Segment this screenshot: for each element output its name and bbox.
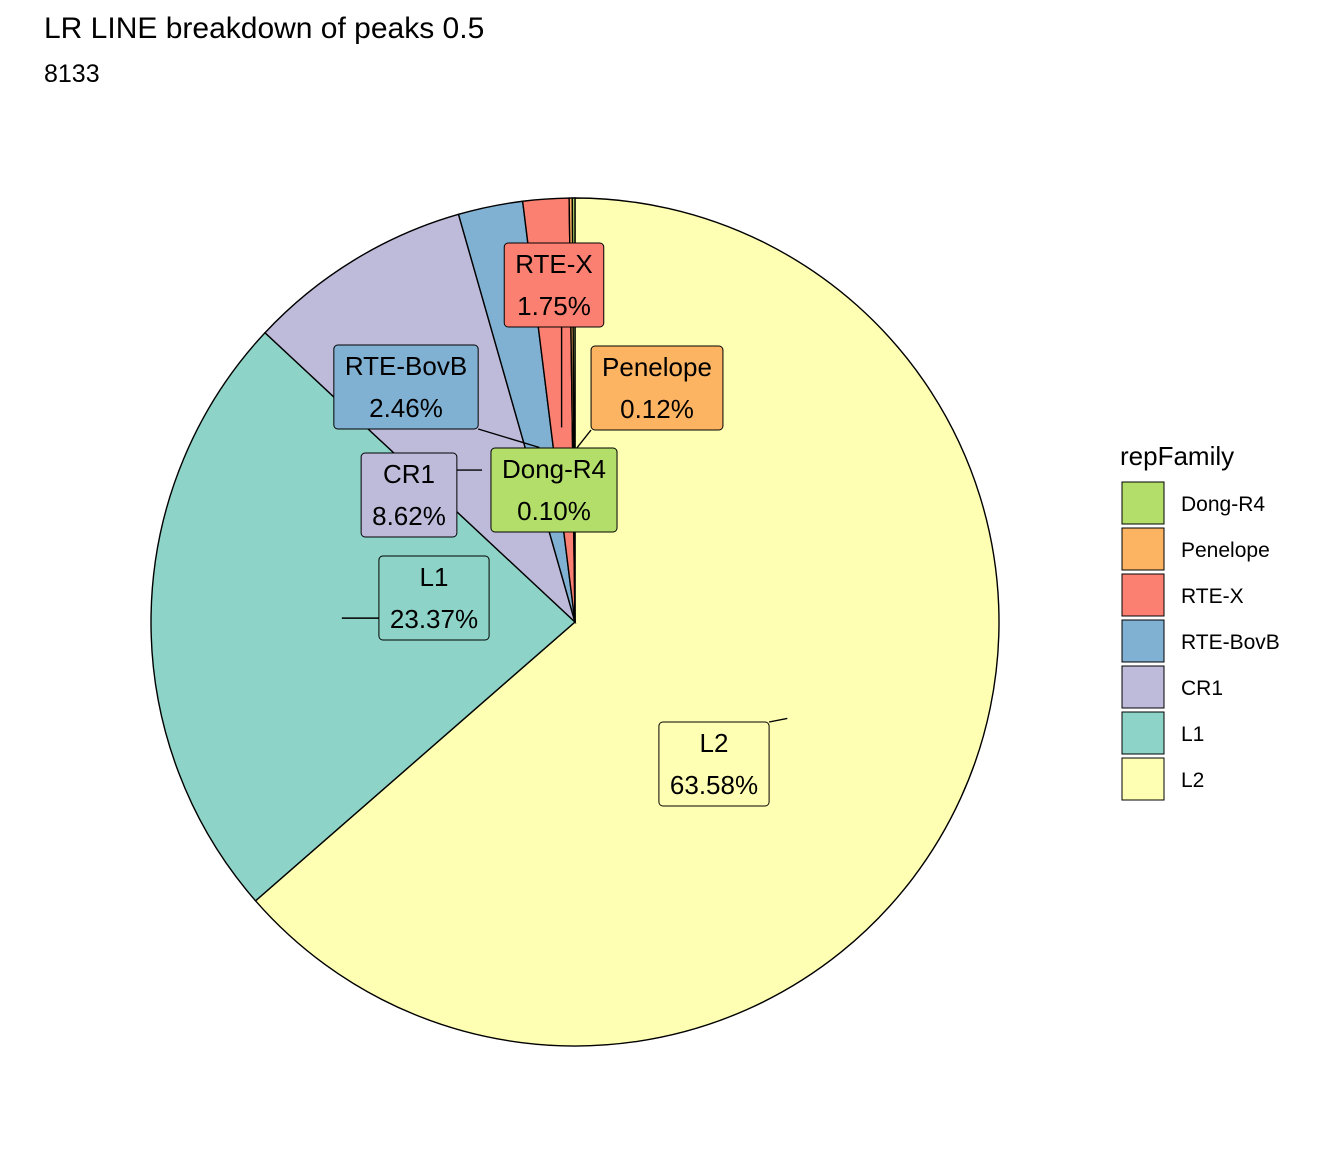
slice-label-box <box>490 447 618 533</box>
legend: repFamily Dong-R4 Penelope RTE-X RTE-BovB CR… <box>1120 441 1280 801</box>
legend-swatch <box>1121 573 1165 617</box>
legend-swatch <box>1121 619 1165 663</box>
slice-label-box <box>378 555 490 641</box>
slice-label-dong-r4: Dong-R4 0.10% <box>490 447 618 533</box>
slice-label-percent: 63.58% <box>670 770 758 800</box>
slice-label-l1: L1 23.37% <box>378 555 490 641</box>
leader-line-l2 <box>768 717 788 723</box>
slice-label-percent: 23.37% <box>390 604 478 634</box>
legend-item-cr1: CR1 <box>1121 665 1223 709</box>
slice-label-percent: 0.10% <box>517 496 591 526</box>
legend-item-dong-r4: Dong-R4 <box>1121 481 1265 525</box>
chart-title: LR LINE breakdown of peaks 0.5 <box>44 12 485 45</box>
legend-item-rte-x: RTE-X <box>1121 573 1244 617</box>
pie-slice-l1 <box>150 331 577 902</box>
slice-label-box <box>333 344 479 430</box>
slice-labels: L263.58%L123.37%CR18.62%RTE-BovB2.46%RTE… <box>333 242 770 807</box>
slice-label-name: Dong-R4 <box>502 454 606 484</box>
legend-item-l1: L1 <box>1121 711 1204 755</box>
legend-swatch <box>1121 711 1165 755</box>
slice-label-cr1: CR1 8.62% <box>360 452 458 538</box>
legend-label: Dong-R4 <box>1181 493 1265 516</box>
legend-label: RTE-BovB <box>1181 631 1280 654</box>
slice-label-percent: 2.46% <box>369 393 443 423</box>
legend-swatch <box>1121 757 1165 801</box>
slice-label-box <box>590 345 724 431</box>
slice-label-box <box>503 242 605 328</box>
slice-label-percent: 1.75% <box>517 291 591 321</box>
leader-line-rte-bovb <box>477 428 540 449</box>
legend-label: Penelope <box>1181 539 1270 562</box>
legend-item-rte-bovb: RTE-BovB <box>1121 619 1280 663</box>
slice-label-name: RTE-BovB <box>345 351 467 381</box>
slice-label-name: Penelope <box>602 352 712 382</box>
legend-item-penelope: Penelope <box>1121 527 1270 571</box>
slice-label-rte-x: RTE-X 1.75% <box>503 242 605 328</box>
slice-label-name: RTE-X <box>515 249 593 279</box>
legend-swatch <box>1121 527 1165 571</box>
slice-label-percent: 8.62% <box>372 501 446 531</box>
slice-label-name: L2 <box>700 728 729 758</box>
slice-label-penelope: Penelope 0.12% <box>590 345 724 431</box>
slice-label-name: CR1 <box>383 459 435 489</box>
slice-label-box <box>658 721 770 807</box>
pie-slice-l2 <box>254 197 1000 1047</box>
slice-label-l2: L2 63.58% <box>658 721 770 807</box>
slice-label-rte-bovb: RTE-BovB 2.46% <box>333 344 479 430</box>
slice-label-percent: 0.12% <box>620 394 694 424</box>
legend-swatch <box>1121 665 1165 709</box>
slice-label-box <box>360 452 458 538</box>
legend-label: CR1 <box>1181 677 1223 700</box>
legend-title: repFamily <box>1120 441 1234 471</box>
legend-label: L1 <box>1181 723 1204 746</box>
chart-subtitle: 8133 <box>44 60 100 88</box>
legend-swatch <box>1121 481 1165 525</box>
legend-label: RTE-X <box>1181 585 1244 608</box>
legend-label: L2 <box>1181 769 1204 792</box>
slice-label-name: L1 <box>420 562 449 592</box>
legend-item-l2: L2 <box>1121 757 1204 801</box>
